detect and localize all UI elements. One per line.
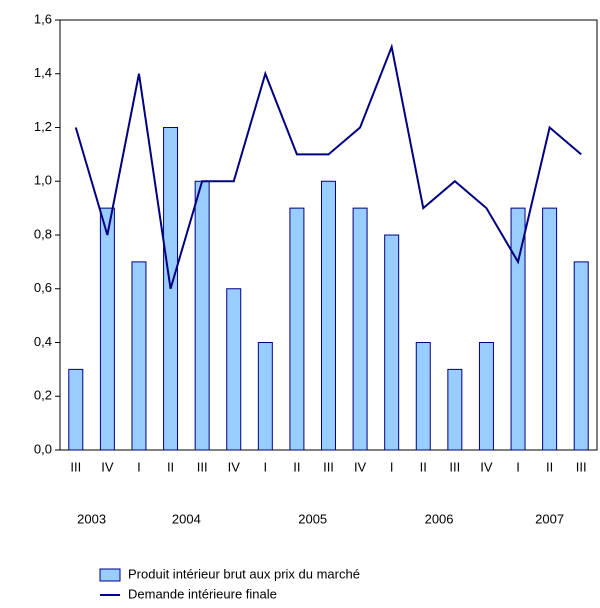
y-tick-label: 0,2 — [34, 388, 52, 403]
bar — [447, 368, 463, 451]
bar — [99, 207, 115, 451]
bar — [257, 342, 273, 451]
x-tick-label: II — [293, 459, 300, 474]
bar — [289, 207, 305, 451]
x-tick-label: III — [449, 459, 460, 474]
x-tick-label: IV — [354, 459, 367, 474]
x-tick-label: IV — [101, 459, 114, 474]
x-tick-label: I — [264, 459, 268, 474]
y-tick-label: 0,8 — [34, 226, 52, 241]
y-tick-label: 1,2 — [34, 119, 52, 134]
x-tick-label: III — [323, 459, 334, 474]
x-tick-label: III — [197, 459, 208, 474]
x-tick-label: I — [390, 459, 394, 474]
bar — [226, 288, 242, 451]
year-label: 2007 — [535, 511, 564, 526]
y-tick-label: 0,6 — [34, 280, 52, 295]
x-tick-label: I — [516, 459, 520, 474]
bar — [352, 207, 368, 451]
bar — [478, 342, 494, 451]
x-tick-label: IV — [480, 459, 493, 474]
x-tick-label: II — [546, 459, 553, 474]
year-label: 2006 — [425, 511, 454, 526]
bar — [68, 368, 84, 451]
y-tick-label: 1,4 — [34, 65, 52, 80]
x-tick-label: I — [137, 459, 141, 474]
bar — [131, 261, 147, 451]
year-label: 2004 — [172, 511, 201, 526]
bar — [573, 261, 589, 451]
y-tick-label: 1,6 — [34, 11, 52, 26]
legend-label: Demande intérieure finale — [128, 586, 277, 601]
year-label: 2005 — [298, 511, 327, 526]
x-tick-label: II — [167, 459, 174, 474]
x-tick-label: IV — [228, 459, 241, 474]
x-tick-label: III — [576, 459, 587, 474]
y-tick-label: 0,4 — [34, 334, 52, 349]
bar — [384, 234, 400, 451]
x-tick-label: II — [420, 459, 427, 474]
x-tick-label: III — [70, 459, 81, 474]
legend-swatch — [99, 568, 121, 582]
legend-label: Produit intérieur brut aux prix du march… — [128, 566, 360, 581]
bar — [321, 180, 336, 451]
bar — [415, 342, 431, 451]
y-tick-label: 0,0 — [34, 441, 52, 456]
bar — [542, 207, 558, 451]
year-label: 2003 — [77, 511, 106, 526]
line — [74, 43, 582, 290]
y-tick-label: 1,0 — [34, 173, 52, 188]
bar — [194, 180, 210, 451]
bar — [510, 207, 526, 451]
